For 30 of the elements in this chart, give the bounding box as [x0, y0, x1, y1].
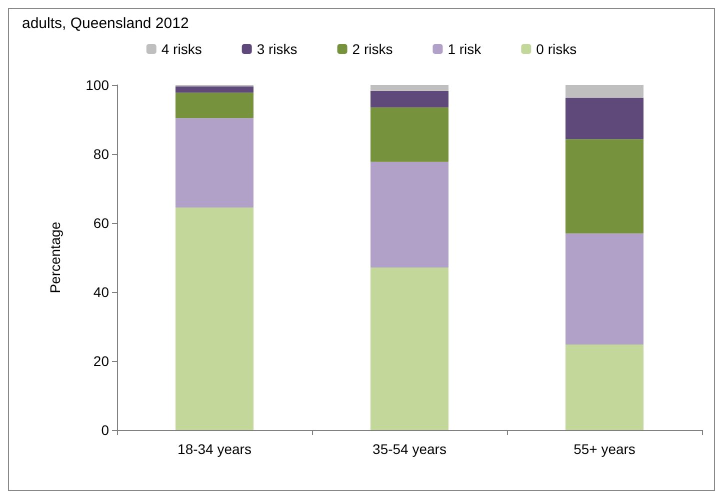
bar — [370, 90, 448, 108]
bar — [370, 85, 448, 91]
legend-label: 0 risks — [536, 41, 577, 57]
bar — [566, 98, 644, 140]
bar — [176, 118, 254, 208]
x-tick-label: 55+ years — [574, 441, 636, 457]
legend-label: 2 risks — [352, 41, 393, 57]
bar — [370, 268, 448, 430]
bar — [566, 85, 644, 98]
bar — [176, 207, 254, 430]
y-tick-label: 20 — [93, 353, 110, 369]
bar — [370, 107, 448, 162]
bar — [566, 344, 644, 430]
chart-title: adults, Queensland 2012 — [22, 15, 189, 32]
legend-label: 3 risks — [256, 41, 298, 57]
bar — [176, 86, 254, 93]
y-tick-label: 0 — [101, 422, 110, 438]
x-tick-label: 35-54 years — [372, 441, 446, 457]
bar — [566, 139, 644, 234]
bar — [176, 92, 254, 118]
y-tick-label: 60 — [93, 215, 110, 231]
bar — [370, 162, 448, 268]
y-tick-label: 40 — [93, 284, 110, 300]
legend-label: 1 risk — [448, 41, 482, 57]
y-axis-title: Percentage — [47, 221, 63, 294]
bar — [566, 233, 644, 344]
legend-label: 4 risks — [161, 41, 202, 57]
x-tick-label: 18-34 years — [178, 441, 252, 457]
y-tick-label: 80 — [93, 146, 110, 162]
y-tick-label: 100 — [86, 77, 110, 93]
